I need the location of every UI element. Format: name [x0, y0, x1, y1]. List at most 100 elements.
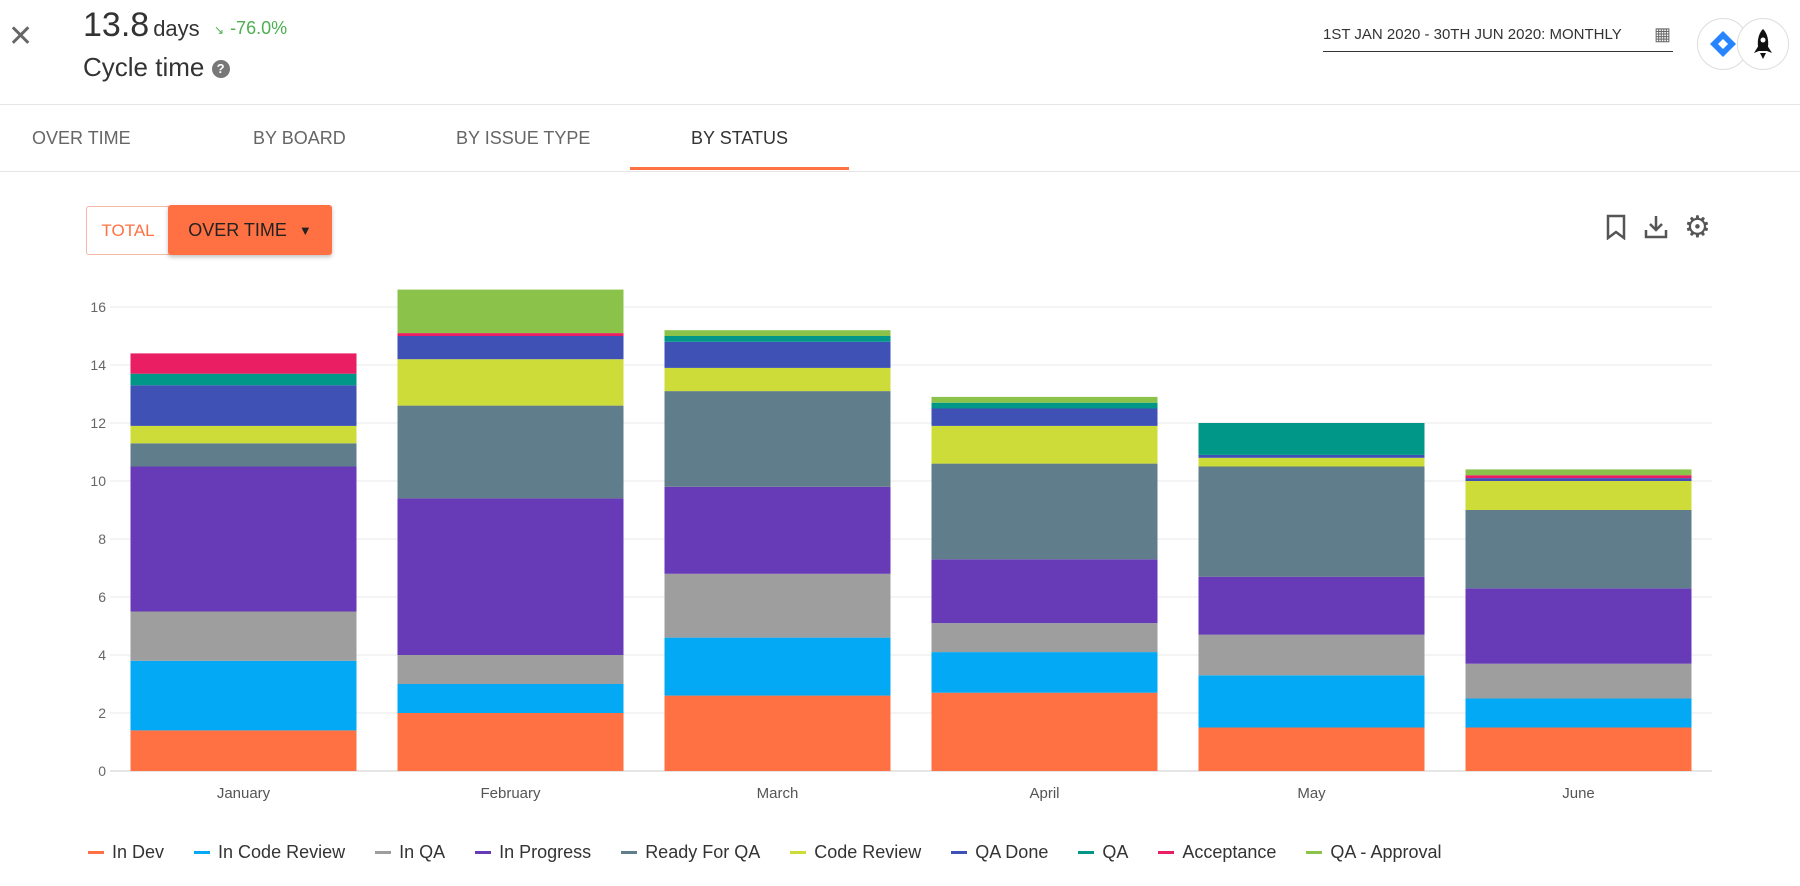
bar-segment-in-qa-january[interactable] — [130, 611, 357, 661]
close-icon[interactable]: ✕ — [8, 20, 34, 53]
legend-item[interactable]: In Progress — [475, 842, 591, 863]
bar-segment-code-review-march[interactable] — [664, 367, 891, 392]
bookmark-icon[interactable] — [1605, 214, 1627, 247]
page-title: Cycle time ? — [83, 52, 230, 83]
x-tick-label: February — [480, 785, 541, 802]
bar-segment-qa-done-february[interactable] — [397, 336, 624, 360]
bar-segment-in-qa-june[interactable] — [1465, 663, 1692, 699]
date-range-picker[interactable]: 1ST JAN 2020 - 30TH JUN 2020: MONTHLY ▦ — [1323, 24, 1673, 52]
tab-by-status[interactable]: BY STATUS — [691, 128, 789, 148]
y-tick-label: 12 — [90, 415, 106, 431]
y-tick-label: 2 — [98, 705, 106, 721]
bar-segment-qa-done-march[interactable] — [664, 341, 891, 368]
rocket-avatar[interactable] — [1737, 18, 1789, 70]
bar-segment-ready-for-qa-january[interactable] — [130, 443, 357, 467]
bar-segment-qa-april[interactable] — [931, 402, 1158, 409]
bar-segment-in-dev-june[interactable] — [1465, 727, 1692, 772]
bar-segment-acceptance-january[interactable] — [130, 353, 357, 374]
jira-avatar[interactable] — [1697, 18, 1749, 70]
legend-label: In Dev — [112, 842, 165, 862]
bar-segment-in-progress-june[interactable] — [1465, 588, 1692, 664]
metric-number: 13.8 — [83, 6, 150, 44]
x-tick-label: May — [1297, 785, 1326, 802]
bar-segment-in-progress-march[interactable] — [664, 486, 891, 574]
legend-item[interactable]: QA Done — [951, 842, 1048, 863]
x-tick-label: March — [757, 785, 799, 802]
tab-by-issue-type[interactable]: BY ISSUE TYPE — [456, 128, 591, 148]
bar-segment-in-qa-may[interactable] — [1198, 634, 1425, 676]
bar-segment-qa-approval-april[interactable] — [931, 396, 1158, 403]
legend-swatch — [621, 851, 638, 854]
legend-label: Acceptance — [1182, 842, 1277, 862]
y-tick-label: 4 — [98, 647, 106, 663]
legend-item[interactable]: In Dev — [88, 842, 164, 863]
bar-segment-ready-for-qa-may[interactable] — [1198, 466, 1425, 577]
bar-segment-in-qa-march[interactable] — [664, 573, 891, 638]
bar-segment-qa-done-april[interactable] — [931, 408, 1158, 426]
active-tab-indicator — [630, 167, 849, 170]
x-tick-label: January — [217, 785, 271, 802]
bar-segment-in-dev-february[interactable] — [397, 713, 624, 771]
bar-segment-in-progress-january[interactable] — [130, 466, 357, 612]
bar-segment-code-review-february[interactable] — [397, 359, 624, 406]
bar-segment-qa-march[interactable] — [664, 336, 891, 342]
bar-segment-qa-approval-february[interactable] — [397, 289, 624, 334]
bar-segment-in-progress-may[interactable] — [1198, 576, 1425, 635]
bar-segment-ready-for-qa-february[interactable] — [397, 405, 624, 499]
bar-segment-in-progress-april[interactable] — [931, 559, 1158, 624]
legend-item[interactable]: In Code Review — [194, 842, 345, 863]
bar-segment-qa-approval-march[interactable] — [664, 330, 891, 336]
bar-segment-in-code-review-april[interactable] — [931, 652, 1158, 693]
legend-item[interactable]: QA — [1078, 842, 1128, 863]
legend-label: In QA — [399, 842, 446, 862]
legend-item[interactable]: Code Review — [790, 842, 921, 863]
legend-item[interactable]: Ready For QA — [621, 842, 760, 863]
bar-segment-code-review-january[interactable] — [130, 425, 357, 444]
bar-segment-in-code-review-february[interactable] — [397, 684, 624, 713]
legend-item[interactable]: In QA — [375, 842, 445, 863]
bar-segment-ready-for-qa-june[interactable] — [1465, 510, 1692, 589]
bar-segment-in-qa-april[interactable] — [931, 623, 1158, 653]
bar-segment-code-review-june[interactable] — [1465, 481, 1692, 510]
bar-segment-ready-for-qa-march[interactable] — [664, 391, 891, 487]
bar-segment-in-code-review-march[interactable] — [664, 637, 891, 696]
legend-swatch — [1078, 851, 1095, 854]
bar-segment-in-dev-may[interactable] — [1198, 727, 1425, 772]
bar-segment-qa-done-january[interactable] — [130, 385, 357, 426]
over-time-dropdown[interactable]: OVER TIME ▼ — [168, 205, 332, 255]
bar-segment-acceptance-june[interactable] — [1465, 475, 1692, 479]
download-icon[interactable] — [1643, 214, 1669, 247]
bar-segment-code-review-may[interactable] — [1198, 457, 1425, 467]
bar-segment-qa-may[interactable] — [1198, 423, 1425, 455]
bar-segment-qa-done-june[interactable] — [1465, 478, 1692, 481]
bar-segment-in-dev-january[interactable] — [130, 730, 357, 771]
legend-item[interactable]: QA - Approval — [1306, 842, 1441, 863]
bar-segment-acceptance-february[interactable] — [397, 333, 624, 336]
y-tick-label: 14 — [90, 357, 106, 373]
bar-segment-in-qa-february[interactable] — [397, 655, 624, 684]
settings-gear-icon[interactable]: ⚙ — [1684, 211, 1711, 244]
legend-label: Code Review — [814, 842, 922, 862]
bar-segment-in-dev-april[interactable] — [931, 692, 1158, 771]
bar-segment-qa-done-may[interactable] — [1198, 454, 1425, 458]
bar-segment-in-code-review-may[interactable] — [1198, 675, 1425, 728]
tab-over-time[interactable]: OVER TIME — [32, 128, 131, 148]
bar-segment-in-code-review-january[interactable] — [130, 660, 357, 731]
bar-segment-in-dev-march[interactable] — [664, 695, 891, 771]
calendar-icon[interactable]: ▦ — [1653, 24, 1671, 44]
bar-segment-in-code-review-june[interactable] — [1465, 698, 1692, 728]
bar-segment-qa-approval-june[interactable] — [1465, 469, 1692, 476]
metric-unit: days — [153, 16, 200, 41]
tab-by-board[interactable]: BY BOARD — [253, 128, 346, 148]
date-range-text: 1ST JAN 2020 - 30TH JUN 2020: MONTHLY — [1323, 26, 1622, 43]
bar-segment-code-review-april[interactable] — [931, 425, 1158, 464]
bar-segment-in-progress-february[interactable] — [397, 498, 624, 655]
bar-segment-qa-january[interactable] — [130, 373, 357, 386]
help-icon[interactable]: ? — [211, 60, 230, 79]
x-tick-label: April — [1029, 785, 1059, 802]
legend-swatch — [88, 851, 104, 854]
trend-value: -76.0% — [230, 18, 288, 38]
bar-segment-ready-for-qa-april[interactable] — [931, 463, 1158, 560]
metric-value: 13.8 days — [83, 6, 200, 45]
legend-item[interactable]: Acceptance — [1158, 842, 1276, 863]
